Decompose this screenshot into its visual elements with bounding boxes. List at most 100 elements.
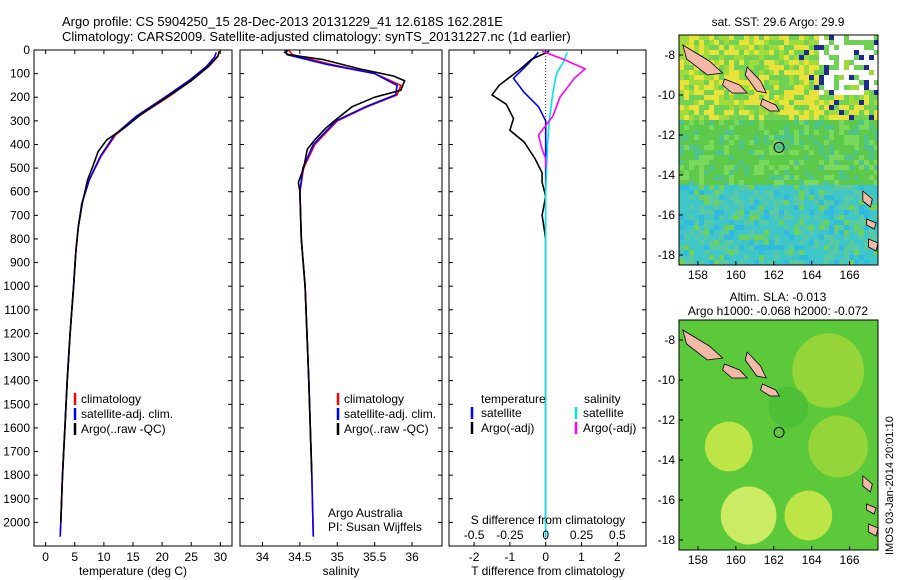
sst-field-cell bbox=[739, 35, 744, 40]
sst-field-cell bbox=[789, 85, 794, 90]
sst-field-cell bbox=[799, 45, 804, 50]
sst-field-cell bbox=[839, 85, 844, 90]
sst-field-cell bbox=[714, 85, 719, 90]
sst-field-cell bbox=[859, 95, 864, 100]
sst-field-cell bbox=[679, 85, 684, 90]
sst-field-cell bbox=[849, 40, 854, 45]
sst-field-cell bbox=[804, 40, 809, 45]
sst-field-cell bbox=[714, 165, 719, 170]
sst-field-cell bbox=[864, 210, 869, 215]
sst-field-cell bbox=[739, 225, 744, 230]
sst-field-cell bbox=[839, 55, 844, 60]
sst-field-cell bbox=[799, 40, 804, 45]
sst-field-cell bbox=[734, 255, 739, 260]
sst-field-cell bbox=[814, 110, 819, 115]
sst-field-cell bbox=[829, 210, 834, 215]
sst-field-cell bbox=[829, 130, 834, 135]
sst-field-cell bbox=[814, 195, 819, 200]
sst-field-cell bbox=[764, 195, 769, 200]
sst-field-cell bbox=[864, 105, 869, 110]
figure-title-line2: Climatology: CARS2009. Satellite-adjuste… bbox=[62, 29, 571, 44]
sst-field-cell bbox=[704, 75, 709, 80]
sst-field-cell bbox=[694, 35, 699, 40]
sst-field-cell bbox=[734, 180, 739, 185]
sst-field-cell bbox=[809, 80, 814, 85]
sst-field-cell bbox=[734, 70, 739, 75]
island-landmass bbox=[760, 98, 781, 112]
sst-field-cell bbox=[719, 55, 724, 60]
sst-field-cell bbox=[724, 205, 729, 210]
temperature-legend-climatology-label: climatology bbox=[81, 392, 141, 406]
sst-field-cell bbox=[789, 215, 794, 220]
sst-field-cell bbox=[844, 80, 849, 85]
sst-field-cell bbox=[749, 135, 754, 140]
sst-field-cell bbox=[709, 45, 714, 50]
sst-field-cell bbox=[739, 160, 744, 165]
sst-field-cell bbox=[689, 250, 694, 255]
sst-field-cell bbox=[874, 205, 878, 210]
sst-field-cell bbox=[744, 140, 749, 145]
sst-field-cell bbox=[744, 195, 749, 200]
sst-field-cell bbox=[739, 65, 744, 70]
difference-xtick-label: -1 bbox=[505, 550, 516, 564]
sst-field-cell bbox=[839, 105, 844, 110]
sst-field-cell bbox=[844, 65, 849, 70]
sst-field-cell bbox=[684, 145, 689, 150]
sst-field-cell bbox=[684, 200, 689, 205]
sst-field-cell bbox=[764, 35, 769, 40]
sst-field-cell bbox=[789, 115, 794, 120]
sst-field-cell bbox=[729, 225, 734, 230]
sst-field-cell bbox=[749, 235, 754, 240]
sst-field-cell bbox=[694, 185, 699, 190]
sst-field-cell bbox=[814, 95, 819, 100]
sst-field-cell bbox=[794, 140, 799, 145]
sst-field-cell bbox=[829, 65, 834, 70]
sst-field-cell bbox=[764, 115, 769, 120]
sst-field-cell bbox=[734, 235, 739, 240]
sst-field-cell bbox=[774, 135, 779, 140]
sst-field-cell bbox=[864, 115, 869, 120]
sst-field-cell bbox=[724, 170, 729, 175]
sst-field-cell bbox=[769, 35, 774, 40]
sst-field-cell bbox=[754, 170, 759, 175]
sst-field-cell bbox=[784, 140, 789, 145]
sst-field-cell bbox=[789, 120, 794, 125]
sst-field-cell bbox=[859, 45, 864, 50]
sst-field-cell bbox=[854, 140, 859, 145]
sst-field-cell bbox=[734, 40, 739, 45]
sst-field-cell bbox=[679, 165, 684, 170]
sst-field-cell bbox=[694, 180, 699, 185]
sst_map-lon-tick-label: 162 bbox=[764, 268, 784, 282]
sst-field-cell bbox=[829, 140, 834, 145]
sst-field-cell bbox=[799, 170, 804, 175]
sst-field-cell bbox=[749, 35, 754, 40]
sst-field-cell bbox=[819, 95, 824, 100]
sst-field-cell bbox=[809, 255, 814, 260]
sst-field-cell bbox=[684, 195, 689, 200]
sst-field-cell bbox=[869, 260, 874, 265]
sst-field-cell bbox=[799, 60, 804, 65]
sst-field-cell bbox=[724, 110, 729, 115]
sst-field-cell bbox=[859, 90, 864, 95]
sst-field-cell bbox=[784, 55, 789, 60]
sst-field-cell bbox=[709, 180, 714, 185]
sst-field-cell bbox=[869, 190, 874, 195]
sst-field-cell bbox=[764, 125, 769, 130]
sst-field-cell bbox=[699, 190, 704, 195]
sst-field-cell bbox=[769, 205, 774, 210]
sst-field-cell bbox=[704, 130, 709, 135]
sst-field-cell bbox=[694, 140, 699, 145]
sst-field-cell bbox=[829, 80, 834, 85]
sst-field-cell bbox=[684, 90, 689, 95]
sst-field-cell bbox=[699, 130, 704, 135]
sst-field-cell bbox=[829, 235, 834, 240]
sst-field-cell bbox=[714, 110, 719, 115]
sst-field-cell bbox=[784, 190, 789, 195]
sst-field-cell bbox=[749, 210, 754, 215]
sst-field-cell bbox=[699, 175, 704, 180]
sst-field-cell bbox=[834, 65, 839, 70]
sst-field-cell bbox=[784, 65, 789, 70]
sst-field-cell bbox=[854, 35, 859, 40]
sst-field-cell bbox=[819, 135, 824, 140]
sst-field-cell bbox=[809, 230, 814, 235]
